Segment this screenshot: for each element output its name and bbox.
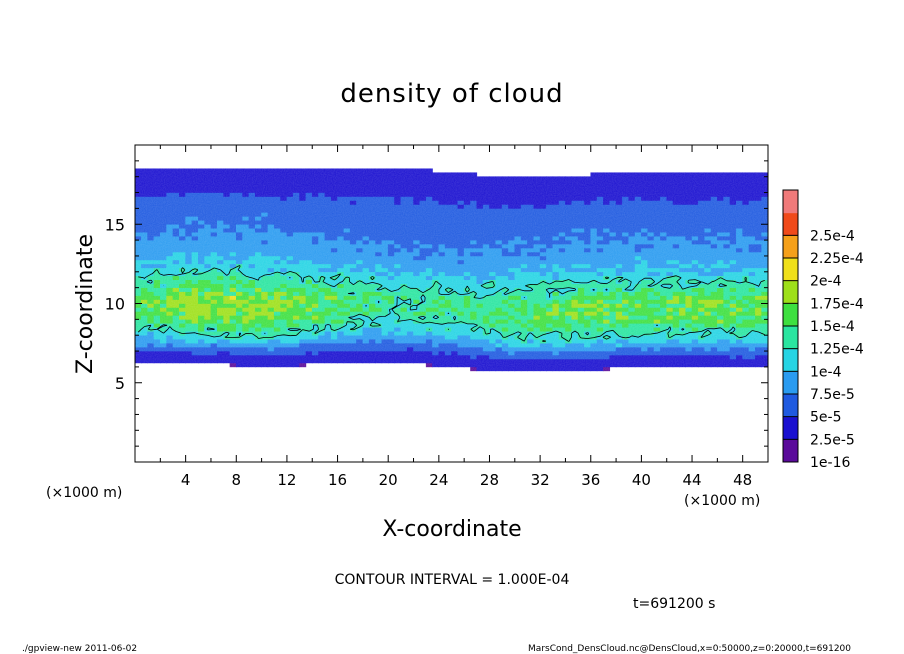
contour-lines	[137, 265, 765, 342]
x-tick-label: 8	[232, 471, 242, 489]
x-tick-label: 36	[581, 471, 600, 489]
y-tick-label: 10	[105, 295, 125, 314]
x-tick-label: 24	[429, 471, 448, 489]
y-tick-label: 15	[105, 215, 125, 234]
chart-title: density of cloud	[340, 79, 563, 109]
contour-line	[137, 265, 765, 342]
x-tick-label: 40	[632, 471, 651, 489]
x-tick-label: 12	[277, 471, 296, 489]
x-tick-label: 48	[733, 471, 752, 489]
x-tick-label: 4	[181, 471, 191, 489]
x-tick-label: 16	[328, 471, 347, 489]
y-tick-label: 5	[115, 374, 125, 393]
x-axis-ticks: 4 8 12 16 20 24 28 32 36 40 44 48	[159, 145, 752, 489]
x-tick-label: 20	[379, 471, 398, 489]
texture-overlay	[135, 145, 768, 462]
x-tick-label: 28	[480, 471, 499, 489]
y-axis-ticks: 5 10 15	[105, 160, 768, 447]
x-tick-label: 44	[682, 471, 701, 489]
x-tick-label: 32	[531, 471, 550, 489]
